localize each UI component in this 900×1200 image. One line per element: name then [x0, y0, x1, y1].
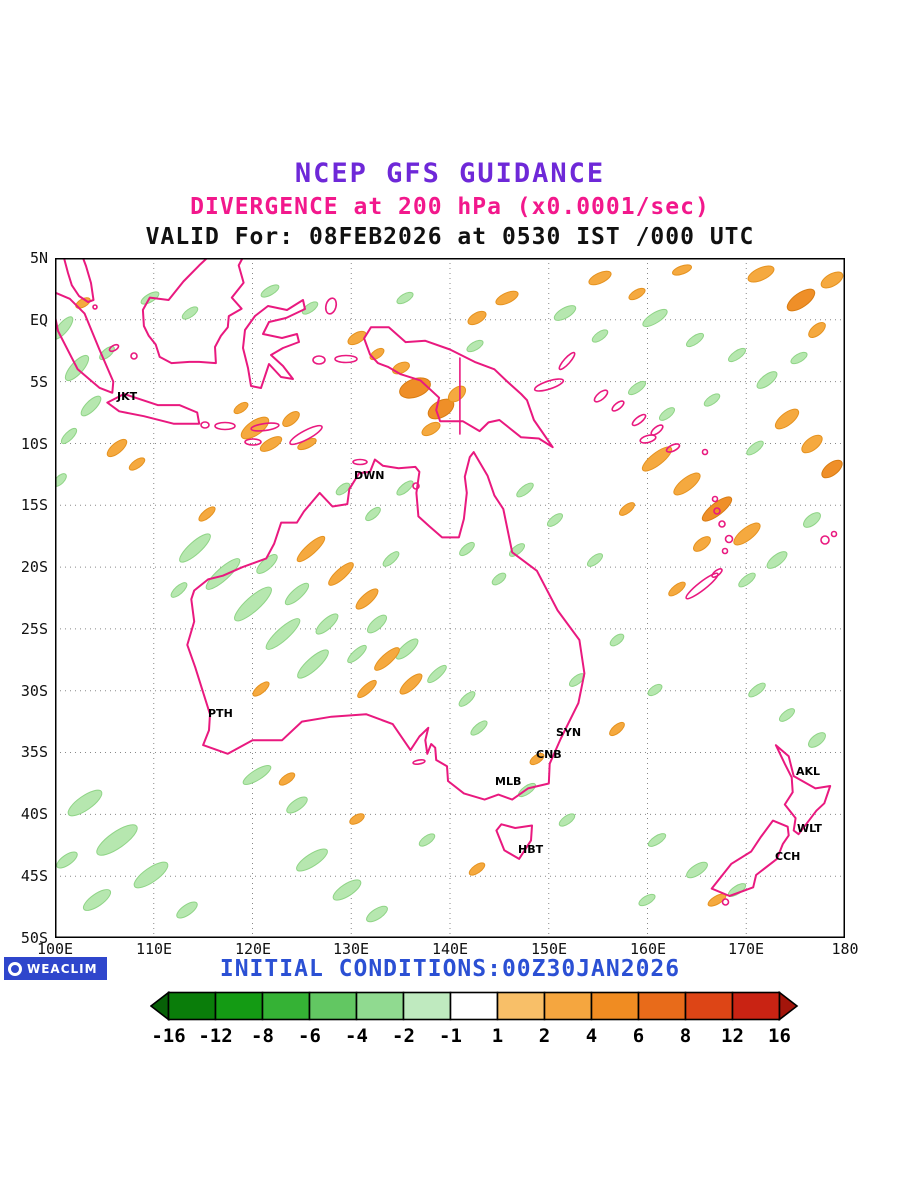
station-label-mlb: MLB: [495, 775, 521, 788]
tasmania-coastline: [495, 823, 533, 860]
colorbar-right-arrow: [778, 991, 799, 1022]
new-guinea-coastline: [363, 326, 554, 449]
weaclim-logo-icon: [8, 961, 22, 976]
colorbar-segment: [637, 991, 687, 1021]
station-label-jkt: JKT: [116, 390, 138, 403]
lat-tick-label: 20S: [20, 558, 48, 576]
station-label-dwn: DWN: [354, 469, 384, 482]
chart-title: NCEP GFS GUIDANCE: [294, 158, 606, 189]
lat-tick-label: 5N: [29, 249, 48, 267]
colorbar-tick-label: 6: [633, 1025, 644, 1047]
colorbar-tick-label: -4: [345, 1025, 368, 1047]
colorbar-segment: [261, 991, 311, 1021]
lon-tick-label: 110E: [135, 940, 173, 958]
station-label-pth: PTH: [208, 707, 233, 720]
lat-tick-label: 5S: [29, 373, 48, 391]
colorbar-segment: [449, 991, 499, 1021]
vanuatu-coastlines: [711, 495, 734, 555]
station-label-akl: AKL: [796, 765, 820, 778]
lat-tick-label: 50S: [20, 929, 48, 947]
malay-peninsula-coastline: [63, 258, 95, 303]
negative-divergence-shading: [55, 284, 826, 923]
colorbar-segment: [684, 991, 734, 1021]
lon-tick-label: 100E: [36, 940, 74, 958]
colorbar-tick-label: 16: [768, 1025, 791, 1047]
colorbar-segment: [308, 991, 358, 1021]
colorbar-tick-label: 1: [492, 1025, 503, 1047]
positive-divergence-shading: [75, 264, 844, 907]
lat-tick-label: 10S: [20, 435, 48, 453]
station-label-cnb: CNB: [536, 748, 562, 761]
lon-tick-label: 150E: [530, 940, 568, 958]
colorbar-segment: [355, 991, 405, 1021]
colorbar-tick-label: -8: [251, 1025, 274, 1047]
lat-tick-label: 30S: [20, 682, 48, 700]
colorbar-tick-labels: -16 -12 -8 -6 -4 -2 -1 1 2 4 6 8 12 16: [151, 1025, 791, 1047]
chart-valid-time: VALID For: 08FEB2026 at 0530 IST /000 UT…: [145, 224, 755, 250]
map-border: [55, 258, 845, 938]
colorbar-segment: [214, 991, 264, 1021]
colorbar-segment: [543, 991, 593, 1021]
coastlines: [55, 258, 838, 906]
colorbar-tick-label: -1: [439, 1025, 462, 1047]
colorbar-segment: [402, 991, 452, 1021]
lon-tick-label: 180: [831, 940, 859, 958]
lat-tick-label: 15S: [20, 496, 48, 514]
colorbar-tick-label: -16: [151, 1025, 185, 1047]
java-coastline: [106, 393, 201, 425]
station-labels: JKT DWN PTH SYN CNB MLB HBT AKL WLT CCH: [116, 390, 822, 863]
solomon-islands-coastlines: [593, 389, 709, 456]
lon-tick-label: 120E: [234, 940, 272, 958]
lat-tick-label: EQ: [29, 311, 48, 329]
colorbar-tick-label: -2: [392, 1025, 415, 1047]
fiji-coastlines: [820, 530, 838, 545]
lat-tick-label: 35S: [20, 743, 48, 761]
initial-conditions-text: INITIAL CONDITIONS:00Z30JAN2026: [219, 956, 681, 982]
australia-coastline: [186, 451, 586, 801]
colorbar-segment: [731, 991, 781, 1021]
small-islands-coastlines: [92, 297, 730, 906]
colorbar-tick-label: -6: [298, 1025, 321, 1047]
nz-north-island-coastline: [774, 744, 832, 836]
lat-tick-label: 25S: [20, 620, 48, 638]
station-label-wlt: WLT: [797, 822, 822, 835]
lat-tick-label: 45S: [20, 867, 48, 885]
colorbar: -16 -12 -8 -6 -4 -2 -1 1 2 4 6 8 12 16: [150, 991, 799, 1047]
colorbar-segment: [590, 991, 640, 1021]
station-label-syn: SYN: [556, 726, 581, 739]
lon-tick-label: 170E: [727, 940, 765, 958]
station-label-hbt: HBT: [518, 843, 544, 856]
new-caledonia-coastlines: [685, 568, 723, 600]
colorbar-tick-label: 4: [586, 1025, 597, 1047]
lon-tick-label: 140E: [431, 940, 469, 958]
map-canvas: JKT DWN PTH SYN CNB MLB HBT AKL WLT CCH: [55, 258, 845, 938]
sulawesi-coastline: [242, 299, 306, 389]
lon-tick-label: 160E: [629, 940, 667, 958]
colorbar-segment: [496, 991, 546, 1021]
nz-south-island-coastline: [710, 819, 790, 897]
weaclim-logo: WEACLIM: [4, 957, 107, 980]
station-label-cch: CCH: [775, 850, 800, 863]
lat-tick-label: 40S: [20, 805, 48, 823]
colorbar-tick-label: 8: [680, 1025, 691, 1047]
colorbar-left-arrow: [150, 991, 170, 1022]
colorbar-tick-label: 12: [721, 1025, 744, 1047]
grid-lines: [55, 258, 845, 938]
weaclim-logo-text: WEACLIM: [27, 961, 98, 976]
colorbar-segment: [167, 991, 217, 1021]
colorbar-tick-label: -12: [198, 1025, 232, 1047]
colorbar-segments: [150, 991, 799, 1022]
lon-tick-label: 130E: [332, 940, 370, 958]
sumatra-coastline: [55, 291, 115, 394]
chart-subtitle-parameter: DIVERGENCE at 200 hPa (x0.0001/sec): [190, 194, 710, 220]
colorbar-tick-label: 2: [539, 1025, 550, 1047]
